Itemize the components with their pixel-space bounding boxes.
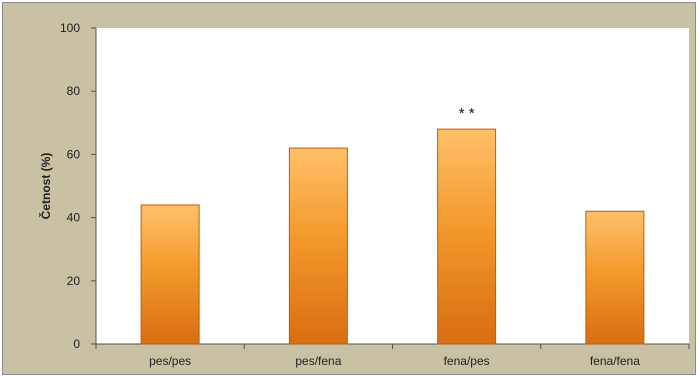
y-tick-label: 0 xyxy=(73,337,80,351)
bar-fena-fena xyxy=(585,210,645,345)
y-tick-label: 20 xyxy=(67,274,81,288)
significance-annotation: * * xyxy=(459,105,475,122)
bar-fena-pes xyxy=(437,128,497,345)
x-tick-label: pes/pes xyxy=(149,354,191,368)
y-axis-label: Četnost (%) xyxy=(38,153,53,220)
y-tick-label: 100 xyxy=(60,21,80,35)
y-tick-label: 40 xyxy=(67,211,81,225)
bar-pes-fena xyxy=(288,147,348,345)
bar-chart: Četnost (%) 0 20 40 60 80 100 pes/pes pes/fena… xyxy=(38,21,690,368)
y-tick-label: 80 xyxy=(67,84,81,98)
x-tick-label: pes/fena xyxy=(295,354,341,368)
x-tick-label: fena/fena xyxy=(590,354,640,368)
x-tick-label: fena/pes xyxy=(444,354,490,368)
bar-pes-pes xyxy=(140,204,200,345)
y-tick-label: 60 xyxy=(67,147,81,161)
